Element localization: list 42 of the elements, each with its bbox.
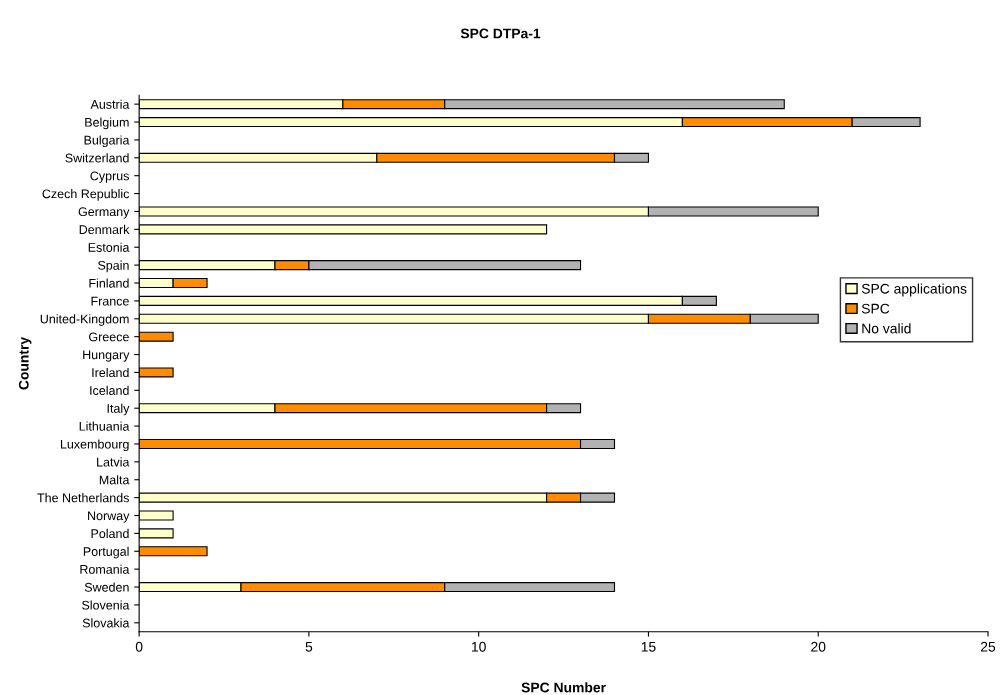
y-tick-label: Malta: [99, 475, 130, 485]
y-tick-label: Czech Republic: [42, 189, 130, 201]
y-tick-label: Spain: [98, 260, 129, 273]
y-tick-label: Italy: [107, 403, 130, 416]
y-tick-label: United-Kingdom: [40, 314, 129, 326]
x-axis-title: SPC Number: [521, 682, 606, 693]
y-tick-label: Romania: [80, 564, 130, 574]
x-tick-label: 20: [811, 641, 826, 652]
x-tick-label: 5: [305, 641, 313, 652]
y-tick-label: Austria: [90, 99, 130, 109]
y-tick-label: Luxembourg: [60, 439, 129, 452]
legend-label: No valid: [862, 323, 911, 334]
y-tick-label: Lithuania: [79, 421, 130, 431]
y-tick-label: Sweden: [84, 582, 129, 592]
y-tick-label: Norway: [88, 511, 130, 523]
y-tick-label: Iceland: [90, 385, 129, 395]
y-tick-label: Cyprus: [90, 171, 129, 183]
y-tick-label: France: [91, 296, 129, 306]
y-tick-label: Ireland: [92, 367, 129, 378]
y-tick-label: Belgium: [85, 117, 129, 130]
legend-label: SPC applications: [861, 283, 967, 297]
legend-label: SPC: [861, 303, 890, 314]
y-tick-label: Denmark: [79, 224, 130, 234]
x-tick-label: 0: [135, 641, 143, 652]
y-tick-label: Poland: [91, 528, 129, 539]
x-tick-label: 25: [980, 641, 996, 652]
x-tick-label: 15: [641, 641, 656, 652]
y-axis-title: Country: [18, 336, 32, 390]
y-tick-label: Latvia: [97, 457, 130, 467]
y-tick-label: Estonia: [88, 242, 130, 252]
chart-title: SPC DTPa-1: [460, 28, 541, 39]
y-tick-label: Portugal: [83, 546, 129, 559]
x-tick-label: 10: [472, 641, 486, 652]
y-tick-label: Greece: [89, 332, 129, 342]
y-tick-label: The Netherlands: [37, 493, 129, 503]
y-tick-label: Finland: [89, 278, 129, 288]
y-tick-label: Slovenia: [82, 600, 130, 610]
y-tick-label: Hungary: [83, 350, 130, 362]
y-tick-label: Germany: [78, 207, 130, 219]
y-tick-label: Switzerland: [65, 153, 129, 163]
y-tick-label: Bulgaria: [84, 135, 130, 148]
y-tick-label: Slovakia: [82, 618, 130, 628]
